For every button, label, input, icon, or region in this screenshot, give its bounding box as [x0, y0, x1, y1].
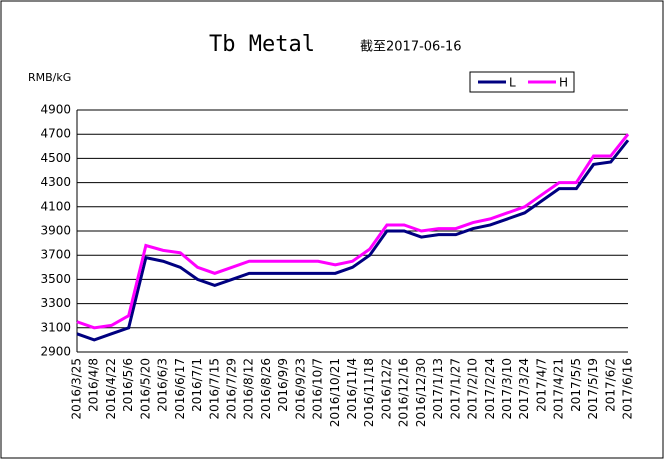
x-tick-label: 2017/6/2	[603, 358, 617, 412]
y-tick-label: 4300	[40, 175, 71, 189]
x-tick-label: 2016/6/3	[156, 358, 170, 412]
y-tick-label: 3300	[40, 296, 71, 310]
legend-label: L	[509, 76, 516, 90]
x-tick-label: 2017/2/10	[466, 358, 480, 420]
chart-title: Tb Metal	[209, 32, 315, 57]
legend-box	[469, 71, 575, 93]
series-line	[76, 133, 630, 330]
x-tick-label: 2016/12/16	[397, 358, 411, 427]
y-tick-label: 3900	[40, 224, 71, 238]
x-tick-label: 2016/10/7	[311, 358, 325, 420]
x-tick-label: 2016/3/25	[70, 358, 84, 420]
x-tick-label: 2017/5/5	[569, 358, 583, 412]
y-tick-label: 3700	[40, 248, 71, 262]
x-tick-label: 2016/7/1	[190, 358, 204, 412]
x-tick-label: 2016/4/8	[87, 358, 101, 412]
x-tick-label: 2016/5/20	[138, 358, 152, 420]
x-tick-label: 2016/5/6	[121, 358, 135, 412]
x-tick-label: 2017/5/19	[586, 358, 600, 420]
x-tick-label: 2016/11/4	[345, 358, 359, 420]
x-tick-label: 2016/9/23	[293, 358, 307, 420]
x-tick-label: 2016/4/22	[104, 358, 118, 420]
x-tick-label: 2016/8/26	[259, 358, 273, 420]
x-tick-label: 2017/3/10	[500, 358, 514, 420]
x-tick-label: 2016/7/29	[224, 358, 238, 420]
x-tick-label: 2016/8/12	[242, 358, 256, 420]
y-tick-label: 4500	[40, 151, 71, 165]
x-tick-label: 2016/11/18	[362, 358, 376, 427]
x-tick-label: 2016/6/17	[173, 358, 187, 420]
x-tick-label: 2017/1/27	[448, 358, 462, 420]
x-tick-label: 2017/4/21	[552, 358, 566, 420]
y-tick-label: 2900	[40, 345, 71, 359]
y-tick-label: 3500	[40, 272, 71, 286]
x-tick-label: 2017/1/13	[431, 358, 445, 420]
legend-label: H	[559, 76, 568, 90]
x-tick-label: 2016/9/9	[276, 358, 290, 412]
y-tick-label: 4100	[40, 199, 71, 213]
y-axis-label: RMB/kG	[28, 71, 71, 84]
y-tick-label: 4700	[40, 127, 71, 141]
x-tick-label: 2016/7/15	[207, 358, 221, 420]
x-tick-label: 2016/10/21	[328, 358, 342, 427]
x-tick-label: 2017/4/7	[534, 358, 548, 412]
x-tick-label: 2017/2/24	[483, 358, 497, 420]
x-tick-label: 2017/3/24	[517, 358, 531, 420]
chart-subtitle: 截至2017-06-16	[360, 40, 462, 55]
x-tick-label: 2016/12/2	[379, 358, 393, 420]
series-line	[76, 139, 630, 342]
x-tick-label: 2017/6/16	[621, 358, 635, 420]
y-tick-label: 3100	[40, 320, 71, 334]
y-tick-label: 4900	[40, 103, 71, 117]
x-tick-label: 2016/12/30	[414, 358, 428, 427]
